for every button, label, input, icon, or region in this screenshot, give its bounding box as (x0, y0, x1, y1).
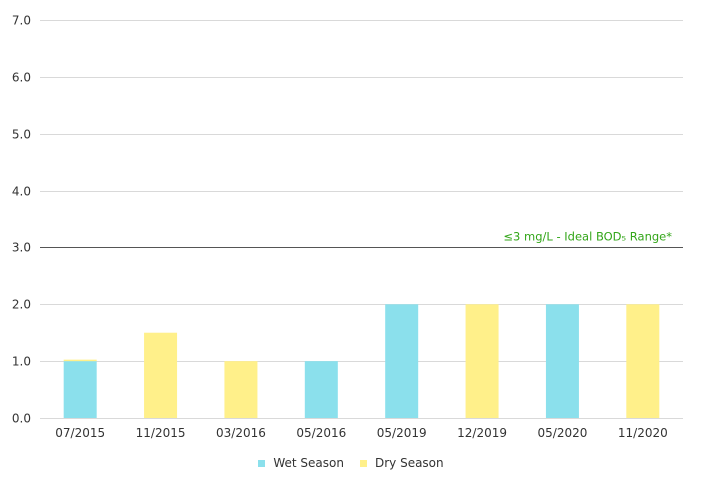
y-tick-label: 6.0 (12, 71, 31, 85)
x-tick-label: 05/2019 (377, 426, 427, 440)
bar-wet (545, 304, 579, 418)
bar-dry (224, 361, 258, 418)
legend-item-dry[interactable]: Dry Season (359, 456, 444, 470)
threshold-label: ≤3 mg/L - Ideal BOD₅ Range* (503, 230, 672, 244)
bar-dry (63, 359, 97, 362)
legend-item-wet[interactable]: Wet Season (258, 456, 344, 470)
y-tick-label: 2.0 (12, 298, 31, 312)
bar-wet (385, 304, 419, 418)
legend-label-dry: Dry Season (374, 456, 444, 470)
x-tick-label: 07/2015 (55, 426, 105, 440)
x-tick-label: 05/2020 (538, 426, 588, 440)
x-tick-label: 11/2015 (136, 426, 186, 440)
x-tick-label: 05/2016 (296, 426, 346, 440)
bar-wet (63, 361, 97, 418)
y-tick-label: 3.0 (12, 241, 31, 255)
legend-swatch-dry (359, 459, 367, 467)
y-tick-label: 4.0 (12, 185, 31, 199)
x-tick-label: 12/2019 (457, 426, 507, 440)
x-tick-label: 03/2016 (216, 426, 266, 440)
y-tick-label: 0.0 (12, 412, 31, 426)
y-tick-label: 1.0 (12, 355, 31, 369)
bar-dry (626, 304, 660, 418)
bar-wet (304, 361, 338, 418)
y-tick-label: 5.0 (12, 128, 31, 142)
legend: Wet Season Dry Season (0, 456, 702, 470)
legend-label-wet: Wet Season (273, 456, 344, 470)
legend-swatch-wet (258, 459, 266, 467)
x-tick-label: 11/2020 (618, 426, 668, 440)
bar-dry (465, 304, 499, 418)
y-tick-label: 7.0 (12, 14, 31, 28)
bar-dry (144, 332, 178, 418)
